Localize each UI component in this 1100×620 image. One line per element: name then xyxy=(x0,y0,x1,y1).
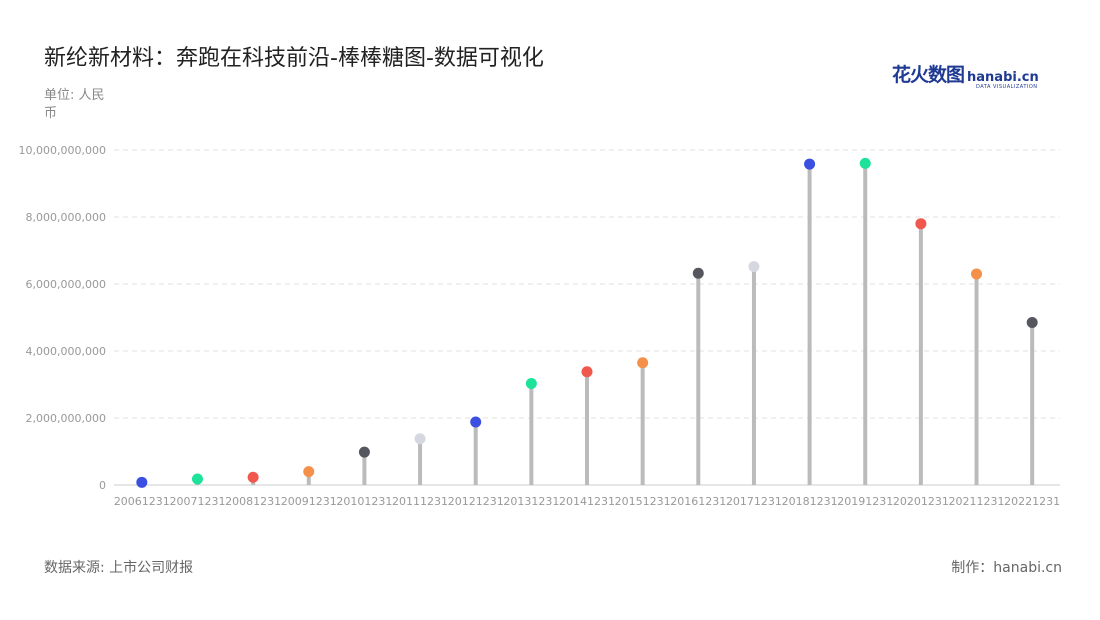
logo-en-text: hanabi.cn xyxy=(967,70,1039,85)
x-tick-label: 20131231 xyxy=(503,495,559,508)
credit: 制作：hanabi.cn xyxy=(951,560,1062,576)
x-tick-label: 20071231 xyxy=(169,495,225,508)
lollipop-dot xyxy=(581,366,593,378)
lollipop-dot xyxy=(247,471,259,483)
lollipop-dot xyxy=(692,267,704,279)
x-tick-label: 20161231 xyxy=(670,495,726,508)
y-axis-ticks: 0 2,000,000,000 4,000,000,000 6,000,000,000… xyxy=(19,144,106,492)
lollipop-dot xyxy=(414,433,426,445)
x-tick-label: 20101231 xyxy=(336,495,392,508)
y-tick-label: 2,000,000,000 xyxy=(26,412,106,425)
lollipop-dot xyxy=(971,268,983,280)
x-tick-label: 20191231 xyxy=(837,495,893,508)
y-tick-label: 0 xyxy=(99,479,106,492)
x-tick-label: 20081231 xyxy=(225,495,281,508)
x-axis-ticks: 20061231 20071231 20081231 20091231 20101231… xyxy=(114,495,1060,508)
lollipop-dot xyxy=(358,446,370,458)
lollipop-dot xyxy=(859,157,871,169)
chart-title: 新纶新材料：奔跑在科技前沿-棒棒糖图-数据可视化 xyxy=(44,46,544,71)
logo-cn-text: 花火数图 xyxy=(892,64,965,86)
x-tick-label: 20121231 xyxy=(448,495,504,508)
lollipop-stems xyxy=(139,163,1035,485)
logo-sub-text: DATA VISUALIZATION xyxy=(976,84,1038,90)
x-tick-label: 20061231 xyxy=(114,495,170,508)
data-source: 数据来源: 上市公司财报 xyxy=(44,560,194,576)
x-tick-label: 20221231 xyxy=(1004,495,1060,508)
lollipop-dot xyxy=(804,158,816,170)
lollipop-dot xyxy=(191,473,203,485)
x-tick-label: 20091231 xyxy=(281,495,337,508)
y-tick-label: 10,000,000,000 xyxy=(19,144,106,157)
lollipop-dot xyxy=(470,416,482,428)
lollipop-dots xyxy=(136,157,1038,488)
lollipop-dot xyxy=(303,466,315,478)
lollipop-dot xyxy=(637,357,649,369)
lollipop-dot xyxy=(915,218,927,230)
lollipop-dot xyxy=(136,476,148,488)
lollipop-dot xyxy=(525,377,537,389)
x-tick-label: 20201231 xyxy=(893,495,949,508)
lollipop-dot xyxy=(1026,317,1038,329)
x-tick-label: 20111231 xyxy=(392,495,448,508)
x-tick-label: 20171231 xyxy=(726,495,782,508)
x-tick-label: 20141231 xyxy=(559,495,615,508)
y-tick-label: 8,000,000,000 xyxy=(26,211,106,224)
grid-lines xyxy=(114,149,1060,486)
x-tick-label: 20211231 xyxy=(949,495,1005,508)
brand-logo[interactable]: 花火数图 hanabi.cn DATA VISUALIZATION xyxy=(892,60,1039,90)
y-tick-label: 4,000,000,000 xyxy=(26,345,106,358)
lollipop-dot xyxy=(748,261,760,273)
x-tick-label: 20151231 xyxy=(615,495,671,508)
y-tick-label: 6,000,000,000 xyxy=(26,278,106,291)
unit-label: 单位: 人民币 xyxy=(44,88,105,121)
x-tick-label: 20181231 xyxy=(782,495,838,508)
